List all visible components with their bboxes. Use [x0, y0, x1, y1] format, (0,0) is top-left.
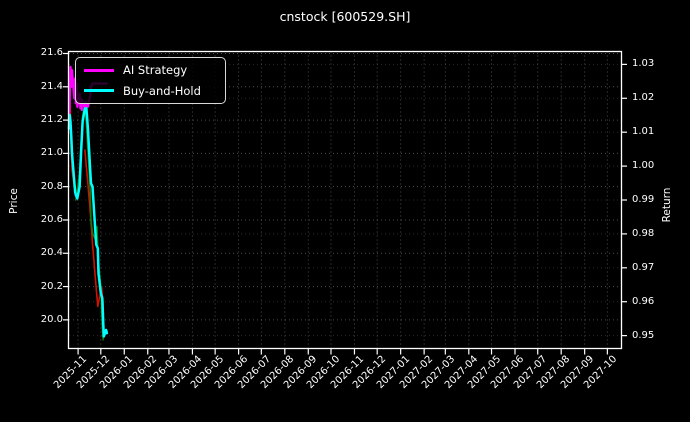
- return-axis-label: Return: [661, 187, 673, 223]
- buy-and-hold-line-swatch: [84, 88, 114, 93]
- price-tick-label: 20.4: [40, 247, 63, 259]
- price-tick-label: 21.6: [40, 47, 63, 59]
- price-tick-label: 21.2: [40, 114, 63, 126]
- price-tick-label: 20.8: [40, 180, 63, 192]
- return-tick-label: 0.95: [632, 329, 655, 341]
- buy-and-hold-line: [67, 107, 109, 338]
- price-tick-label: 21.0: [40, 147, 63, 159]
- return-tick-label: 1.02: [632, 92, 655, 104]
- return-tick-label: 1.03: [632, 58, 655, 70]
- legend-label-buy-and-hold: Buy-and-Hold: [123, 83, 201, 98]
- legend-item-buy-and-hold: Buy-and-Hold: [84, 81, 217, 101]
- return-tick-label: 0.98: [632, 227, 655, 239]
- legend-label-ai-strategy: AI Strategy: [123, 63, 188, 78]
- return-tick-label: 1.01: [632, 126, 655, 138]
- return-tick-label: 0.97: [632, 261, 655, 273]
- price-tick-label: 20.0: [40, 313, 63, 325]
- return-tick-label: 1.00: [632, 160, 655, 172]
- chart-title: cnstock [600529.SH]: [279, 9, 411, 24]
- price-axis-label: Price: [8, 188, 20, 214]
- plot-border: [67, 50, 623, 350]
- legend-item-ai-strategy: AI Strategy: [84, 60, 217, 80]
- price-tick-label: 20.6: [40, 213, 63, 225]
- price-tick-label: 20.2: [40, 280, 63, 292]
- legend: AI Strategy Buy-and-Hold: [75, 57, 226, 104]
- return-tick-label: 0.96: [632, 295, 655, 307]
- price-tick-label: 21.4: [40, 80, 63, 92]
- return-tick-label: 0.99: [632, 194, 655, 205]
- ai-strategy-line-swatch: [84, 68, 114, 73]
